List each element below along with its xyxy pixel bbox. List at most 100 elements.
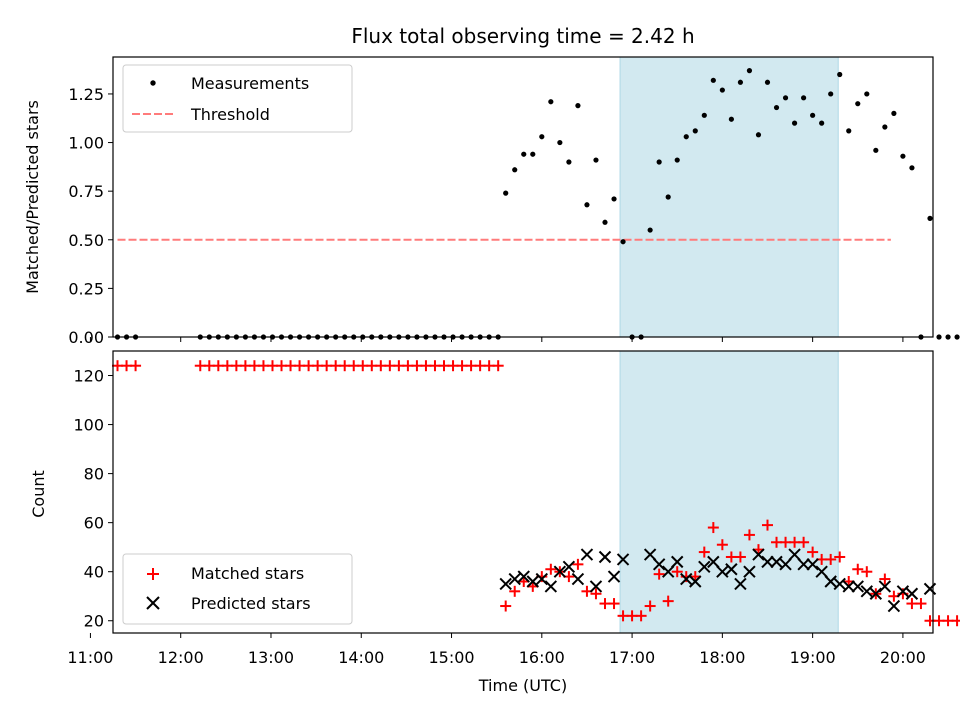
- measurement-point: [764, 79, 771, 85]
- matched-star-point: [879, 573, 891, 585]
- matched-star-point: [635, 610, 647, 622]
- measurement-point: [710, 77, 716, 83]
- predicted-star-point: [815, 565, 828, 578]
- measurement-point: [828, 91, 834, 97]
- predicted-star-point: [833, 577, 846, 591]
- predicted-star-point: [589, 580, 603, 593]
- legend-measurements-marker: [150, 80, 156, 86]
- predicted-star-point: [878, 580, 892, 593]
- matched-star-point: [807, 546, 819, 558]
- measurement-point: [945, 334, 951, 340]
- x-axis-label: Time (UTC): [478, 676, 567, 695]
- predicted-star-point: [616, 553, 630, 566]
- measurement-point: [728, 116, 734, 122]
- matched-star-point: [671, 566, 683, 578]
- measurement-point: [548, 99, 554, 105]
- measurement-point: [593, 157, 599, 163]
- matched-star-point: [743, 529, 755, 541]
- predicted-star-point: [544, 580, 558, 593]
- predicted-star-point: [652, 558, 666, 571]
- measurement-point: [539, 134, 545, 140]
- x-tick-label: 17:00: [609, 648, 655, 667]
- predicted-star-point: [607, 570, 621, 583]
- predicted-star-point: [743, 565, 756, 578]
- predicted-star-point: [824, 575, 837, 588]
- legend-predicted-marker: [146, 596, 160, 610]
- x-tick-label: 16:00: [519, 648, 565, 667]
- matched-star-point: [707, 522, 719, 534]
- predicted-star-point: [806, 558, 819, 571]
- measurement-point: [873, 147, 879, 153]
- measurement-point: [701, 112, 707, 118]
- matched-star-point: [951, 615, 960, 627]
- measurement-point: [656, 159, 662, 165]
- y-tick-label: 20: [84, 612, 104, 631]
- measurement-point: [575, 103, 581, 109]
- predicted-star-point: [508, 572, 521, 586]
- predicted-star-point: [896, 585, 910, 598]
- predicted-star-point: [779, 558, 792, 571]
- matched-star-point: [500, 600, 512, 612]
- x-tick-label: 19:00: [790, 648, 836, 667]
- legend-matched-label: Matched stars: [191, 564, 304, 583]
- predicted-star-point: [571, 572, 585, 586]
- predicted-stars-points: [499, 548, 937, 613]
- y-tick-label: 100: [73, 416, 104, 435]
- measurement-point: [584, 202, 590, 208]
- measurement-point: [900, 153, 906, 159]
- bottom-legend-box: [122, 553, 353, 625]
- matched-star-point: [852, 563, 864, 575]
- predicted-star-point: [580, 548, 594, 561]
- top-panel: 0.00 0.25 0.50 0.75 1.00 1.25 Matched/Predict…: [23, 56, 960, 347]
- measurement-point: [683, 134, 689, 140]
- bottom-panel: 20 40 60 80 100 120 11:00 12:00 13:00 14:00 15:00…: [29, 350, 960, 695]
- predicted-star-point: [734, 577, 747, 591]
- y-tick-label: 0.00: [68, 328, 104, 347]
- x-tick-label: 14:00: [338, 648, 384, 667]
- predicted-star-point: [671, 555, 684, 569]
- bottom-y-axis-ticks: 20 40 60 80 100 120: [73, 367, 113, 631]
- measurement-point: [503, 190, 509, 196]
- matched-star-point: [509, 585, 521, 597]
- matched-star-point: [572, 558, 584, 570]
- measurement-point: [846, 128, 852, 134]
- measurement-point: [512, 167, 518, 173]
- predicted-star-point: [598, 550, 612, 564]
- measurement-point: [746, 68, 753, 74]
- predicted-star-point: [923, 582, 937, 596]
- bottom-x-axis-ticks: 11:00 12:00 13:00 14:00 15:00 16:00 17:00 18:00…: [67, 633, 926, 667]
- matched-star-point: [834, 551, 846, 563]
- top-plot-frame: [112, 56, 934, 338]
- predicted-star-point: [761, 555, 774, 569]
- measurement-point: [837, 71, 843, 78]
- chart-title: Flux total observing time = 2.42 h: [351, 24, 694, 48]
- predicted-star-point: [869, 587, 883, 600]
- predicted-star-point: [797, 558, 810, 571]
- predicted-star-point: [707, 555, 720, 569]
- predicted-star-point: [887, 599, 901, 613]
- measurement-point: [791, 120, 798, 126]
- predicted-star-point: [860, 585, 874, 598]
- predicted-star-point: [553, 565, 567, 578]
- predicted-star-point: [517, 570, 530, 583]
- measurement-point: [954, 334, 960, 340]
- matched-star-point: [590, 588, 602, 600]
- predicted-star-point: [680, 572, 693, 586]
- matched-star-point: [716, 539, 728, 551]
- measurement-point: [810, 112, 816, 118]
- measurement-point: [521, 151, 527, 157]
- measurement-point: [665, 194, 671, 200]
- y-tick-label: 120: [73, 367, 104, 386]
- predicted-star-point: [689, 575, 702, 588]
- x-tick-label: 12:00: [158, 648, 204, 667]
- measurement-point: [602, 219, 608, 225]
- measurement-point: [864, 91, 870, 97]
- x-tick-label: 13:00: [248, 648, 294, 667]
- top-highlight-span: [619, 56, 839, 338]
- matched-star-point: [662, 595, 674, 607]
- measurement-point: [755, 132, 762, 138]
- matched-star-point: [608, 598, 620, 610]
- predicted-star-point: [535, 572, 549, 586]
- predicted-star-point: [698, 560, 711, 573]
